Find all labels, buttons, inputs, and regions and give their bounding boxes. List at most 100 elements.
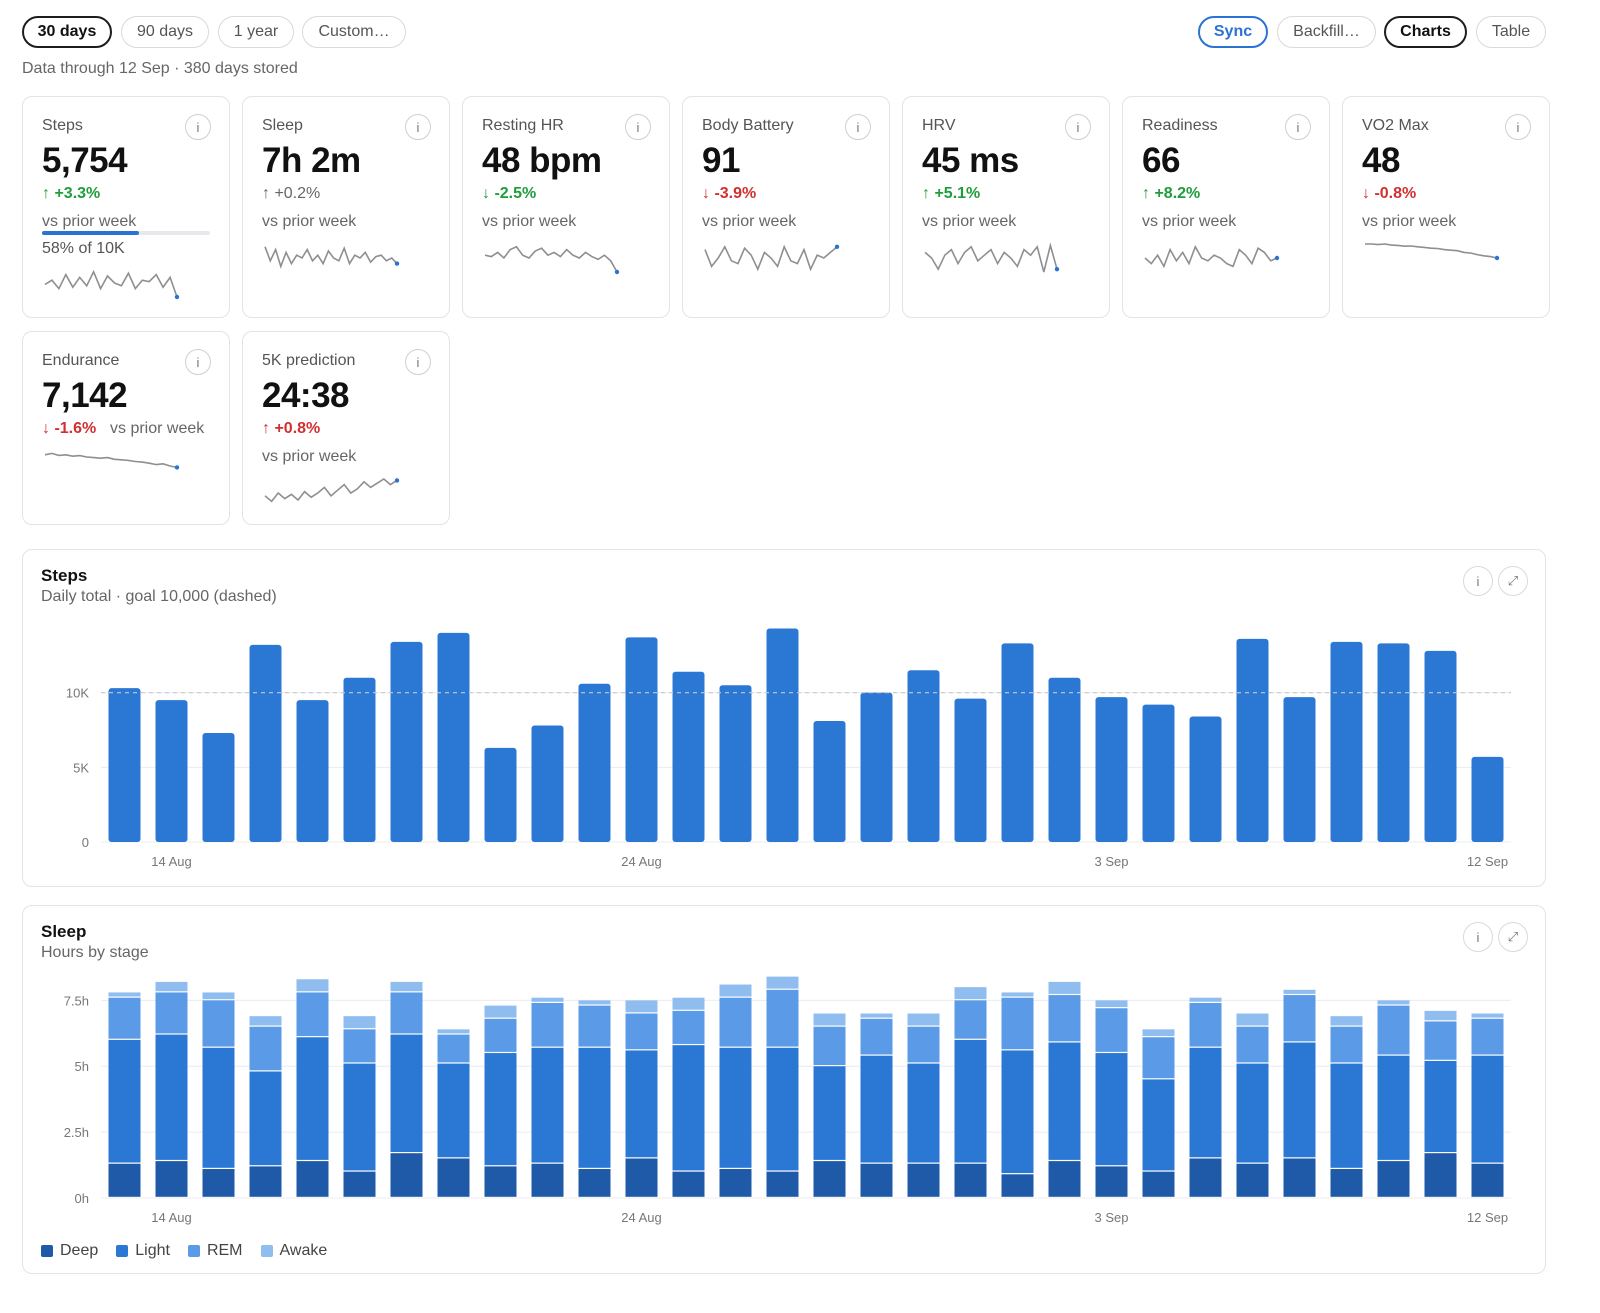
- bar-segment-deep: [907, 1163, 940, 1197]
- bar-segment-deep: [954, 1163, 987, 1197]
- info-icon[interactable]: i: [405, 114, 431, 140]
- sparkline-latest-point: [834, 244, 840, 249]
- charts-view-button[interactable]: Charts: [1384, 16, 1467, 48]
- bar-segment-rem: [578, 1005, 611, 1047]
- metric-comparison: vs prior week: [1362, 213, 1457, 230]
- bar-segment-rem: [484, 1018, 517, 1052]
- range-tab-custom[interactable]: Custom…: [302, 16, 406, 48]
- sparkline-latest-point: [174, 294, 180, 300]
- y-tick-label: 0: [82, 835, 89, 850]
- metric-card[interactable]: Readiness i 66 ↑ +8.2% vs prior week: [1122, 96, 1330, 318]
- metric-value: 7,142: [42, 376, 128, 415]
- metric-card[interactable]: Steps i 5,754 ↑ +3.3% vs prior week 58% …: [22, 96, 230, 318]
- range-tab-30-days[interactable]: 30 days: [22, 16, 112, 48]
- info-icon[interactable]: i: [625, 114, 651, 140]
- bar-segment-awake: [484, 1005, 517, 1018]
- info-icon[interactable]: i: [1065, 114, 1091, 140]
- metric-value: 5,754: [42, 141, 128, 180]
- bar-segment-deep: [202, 1169, 235, 1197]
- bar-segment-rem: [672, 1010, 705, 1044]
- bar-segment-deep: [437, 1158, 470, 1197]
- bar: [1471, 756, 1504, 842]
- bar-segment-deep: [1236, 1163, 1269, 1197]
- sync-button[interactable]: Sync: [1198, 16, 1268, 48]
- backfill-button[interactable]: Backfill…: [1277, 16, 1376, 48]
- sleep-chart-subtitle: Hours by stage: [41, 944, 149, 961]
- y-tick-label: 0h: [75, 1191, 89, 1206]
- metric-delta: ↑ +5.1%: [922, 185, 981, 202]
- bar-segment-awake: [907, 1013, 940, 1026]
- bar-segment-awake: [954, 987, 987, 1000]
- bar-segment-deep: [343, 1171, 376, 1197]
- x-tick-label: 14 Aug: [151, 854, 192, 869]
- info-icon[interactable]: i: [405, 349, 431, 375]
- info-button[interactable]: i: [1463, 922, 1493, 952]
- bar-segment-rem: [954, 1000, 987, 1039]
- metric-label: Sleep: [262, 117, 303, 134]
- bar-segment-light: [202, 1047, 235, 1168]
- bar-segment-rem: [531, 1002, 564, 1047]
- sparkline-path: [704, 244, 838, 272]
- bar-segment-deep: [578, 1169, 611, 1197]
- bar: [1424, 650, 1457, 842]
- metric-card[interactable]: Endurance i 7,142 ↓ -1.6% vs prior week: [22, 331, 230, 525]
- metric-value: 45 ms: [922, 141, 1019, 180]
- bar-segment-awake: [766, 976, 799, 989]
- info-icon[interactable]: i: [185, 114, 211, 140]
- bar-segment-deep: [249, 1166, 282, 1197]
- bar-segment-rem: [813, 1026, 846, 1066]
- goal-progress-bar: [42, 231, 210, 235]
- metric-delta: ↓ -3.9%: [702, 185, 757, 202]
- metric-card[interactable]: VO2 Max i 48 ↓ -0.8% vs prior week: [1342, 96, 1550, 318]
- expand-icon[interactable]: ⤢: [1498, 922, 1528, 952]
- metric-delta: ↓ -2.5%: [482, 185, 537, 202]
- bar-segment-rem: [202, 1000, 235, 1047]
- bar-segment-light: [108, 1039, 141, 1163]
- bar-segment-rem: [625, 1013, 658, 1050]
- metric-card[interactable]: Resting HR i 48 bpm ↓ -2.5% vs prior wee…: [462, 96, 670, 318]
- bar-segment-awake: [437, 1029, 470, 1034]
- info-button[interactable]: i: [1463, 566, 1493, 596]
- bar-segment-deep: [531, 1163, 564, 1197]
- bar-segment-awake: [719, 984, 752, 997]
- bar-segment-light: [813, 1066, 846, 1160]
- sleep-legend: Deep Light REM Awake: [41, 1242, 327, 1260]
- bar: [1142, 704, 1175, 842]
- expand-icon[interactable]: ⤢: [1498, 566, 1528, 596]
- metric-card[interactable]: Body Battery i 91 ↓ -3.9% vs prior week: [682, 96, 890, 318]
- table-view-button[interactable]: Table: [1476, 16, 1546, 48]
- sparkline-latest-point: [394, 478, 400, 483]
- range-tab-1-year[interactable]: 1 year: [218, 16, 294, 48]
- metric-delta: ↑ +0.2%: [262, 185, 321, 202]
- legend-label: REM: [206, 1242, 243, 1259]
- sleep-stacked-bar-chart: 0h 2.5h 5h 7.5h 14 Aug 24 Aug 3 Sep 12 Sep: [64, 976, 1511, 1225]
- bar: [1048, 677, 1081, 842]
- sparkline: [1144, 244, 1280, 269]
- bar-segment-light: [1142, 1079, 1175, 1171]
- metric-card[interactable]: 5K prediction i 24:38 ↑ +0.8% vs prior w…: [242, 331, 450, 525]
- sparkline-path: [924, 242, 1058, 273]
- legend-swatch: [41, 1245, 53, 1257]
- bar: [1377, 643, 1410, 842]
- metric-value: 48: [1362, 141, 1400, 180]
- data-status-text: Data through 12 Sep · 380 days stored: [22, 60, 298, 77]
- bar-segment-awake: [343, 1016, 376, 1029]
- metric-delta: ↑ +3.3%: [42, 185, 101, 202]
- info-icon[interactable]: i: [845, 114, 871, 140]
- range-tab-90-days[interactable]: 90 days: [121, 16, 209, 48]
- bar: [249, 644, 282, 842]
- metric-card[interactable]: Sleep i 7h 2m ↑ +0.2% vs prior week: [242, 96, 450, 318]
- sparkline: [704, 244, 840, 272]
- bar-segment-light: [625, 1050, 658, 1158]
- info-icon[interactable]: i: [1505, 114, 1531, 140]
- bar-segment-light: [1001, 1050, 1034, 1174]
- sparkline-latest-point: [614, 269, 620, 275]
- bar-segment-light: [672, 1045, 705, 1171]
- bar-segment-light: [578, 1047, 611, 1168]
- bar-segment-awake: [860, 1013, 893, 1018]
- metric-card[interactable]: HRV i 45 ms ↑ +5.1% vs prior week: [902, 96, 1110, 318]
- sparkline: [44, 269, 180, 300]
- bar-segment-deep: [1283, 1158, 1316, 1197]
- info-icon[interactable]: i: [185, 349, 211, 375]
- info-icon[interactable]: i: [1285, 114, 1311, 140]
